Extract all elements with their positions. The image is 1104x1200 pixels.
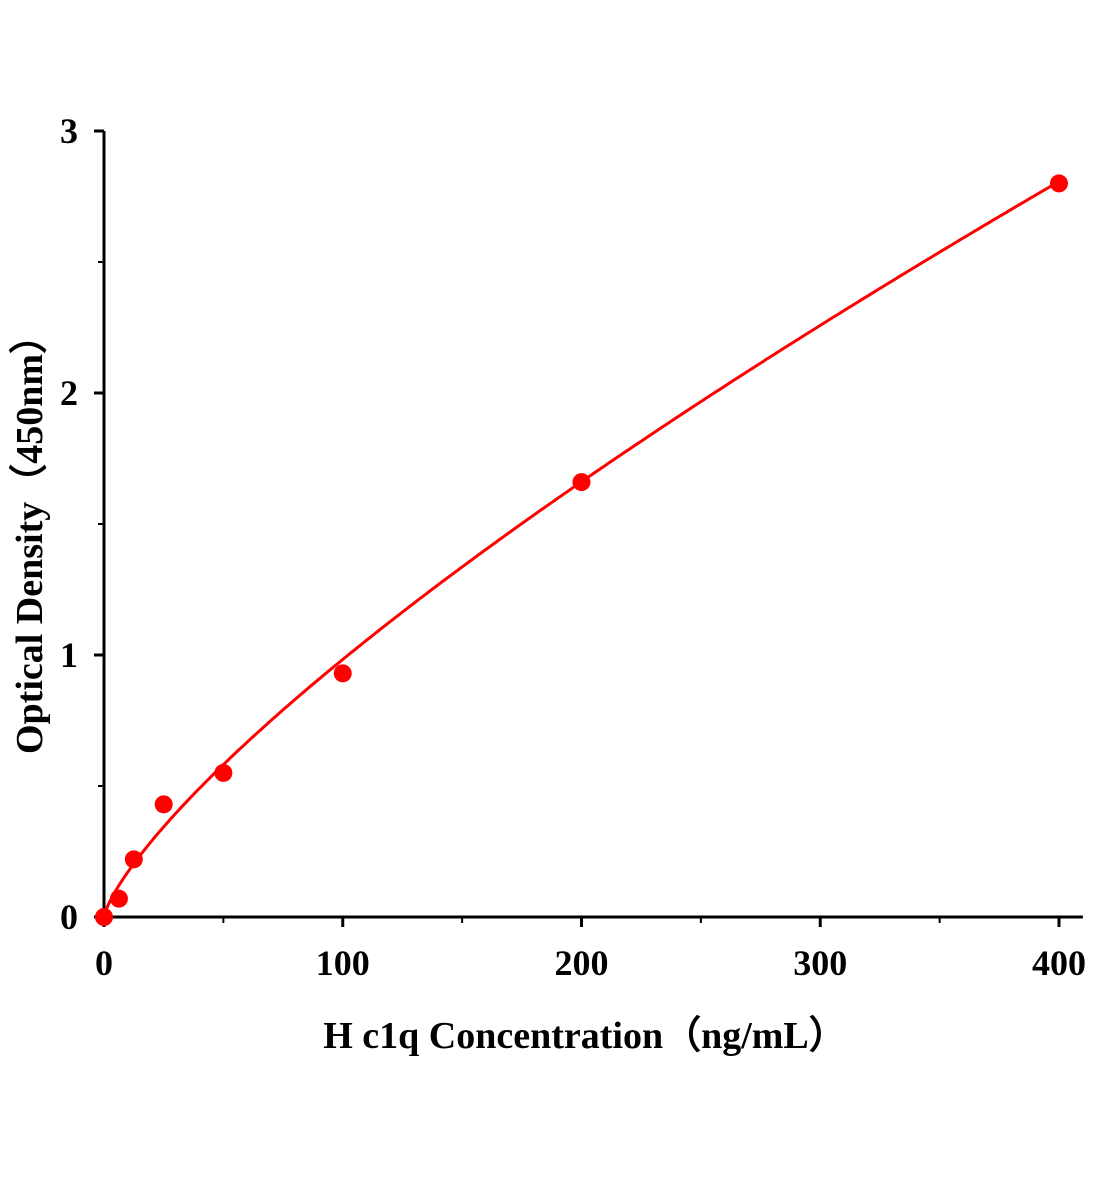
data-points bbox=[95, 174, 1068, 926]
x-tick-label: 300 bbox=[793, 943, 847, 983]
y-tick-label: 0 bbox=[60, 897, 78, 937]
fit-curve bbox=[102, 180, 1060, 918]
x-tick-label: 100 bbox=[316, 943, 370, 983]
axes: 0 100 200 300 400 0 1 2 3 bbox=[60, 111, 1086, 983]
x-tick-label: 200 bbox=[555, 943, 609, 983]
data-point bbox=[572, 473, 591, 492]
data-point bbox=[95, 908, 113, 926]
y-tick-label: 3 bbox=[60, 111, 78, 151]
data-point bbox=[154, 795, 173, 814]
y-axis-label: Optical Density（450nm） bbox=[9, 316, 51, 754]
x-tick-label: 400 bbox=[1032, 943, 1086, 983]
data-point bbox=[109, 889, 128, 908]
data-point bbox=[1050, 174, 1068, 193]
y-tick-label: 2 bbox=[60, 373, 78, 413]
x-axis-label: H c1q Concentration（ng/mL） bbox=[323, 1015, 847, 1057]
data-point bbox=[333, 664, 352, 683]
y-tick-label: 1 bbox=[60, 635, 78, 675]
data-point bbox=[124, 850, 143, 869]
x-tick-label: 0 bbox=[95, 943, 113, 983]
data-point bbox=[214, 763, 233, 782]
